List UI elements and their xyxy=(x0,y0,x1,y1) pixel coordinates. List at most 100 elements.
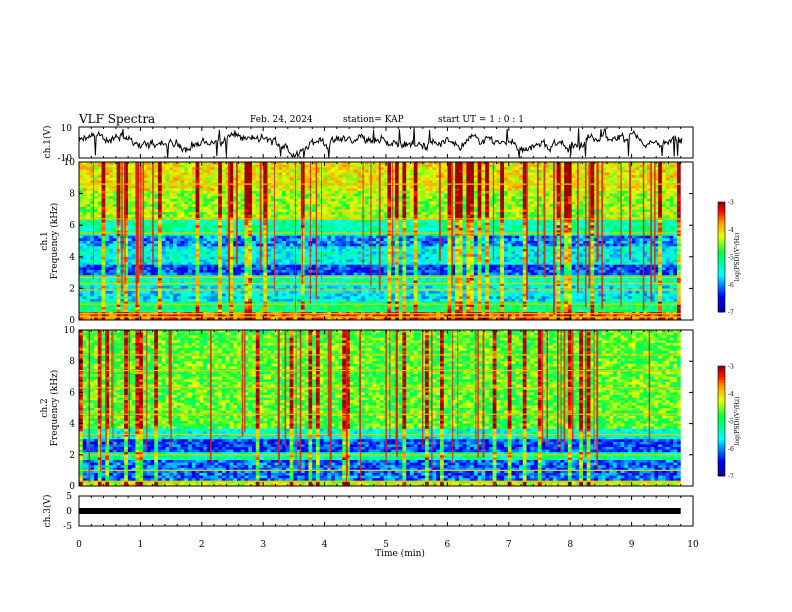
ch1-spec-cell xyxy=(229,188,233,191)
ch1-spec-cell xyxy=(496,170,500,173)
ch1-spec-cell xyxy=(147,204,151,207)
ch1-spec-cell xyxy=(590,207,594,210)
ch1-spec-cell xyxy=(147,178,151,181)
ch1-spec-cell xyxy=(365,175,369,178)
ch1-spec-cell xyxy=(466,196,470,199)
ch1-spec-cell xyxy=(218,167,222,170)
ch1-spec-cell xyxy=(207,167,211,170)
ch1-spec-cell xyxy=(79,180,83,183)
ch1-spec-cell xyxy=(105,194,109,197)
ch1-spec-cell xyxy=(410,194,414,197)
ch1-spec-cell xyxy=(214,180,218,183)
ch1-spec-cell xyxy=(166,173,170,176)
ch1-spec-cell xyxy=(433,170,437,173)
ch1-spec-cell xyxy=(481,191,485,194)
ch1-spec-cell xyxy=(83,178,87,181)
ch1-spec-cell xyxy=(327,191,331,194)
ch1-spec-cell xyxy=(354,196,358,199)
ch1-spec-cell xyxy=(677,167,681,170)
ch1-spec-cell xyxy=(248,180,252,183)
ch1-spec-cell xyxy=(154,170,158,173)
ch1-spec-cell xyxy=(636,199,640,202)
ch1-spec-cell xyxy=(463,207,467,210)
ch1-spec-cell xyxy=(485,180,489,183)
ch1-spec-cell xyxy=(384,196,388,199)
ch1-spec-cell xyxy=(218,194,222,197)
ch1-spec-cell xyxy=(102,199,106,202)
ch1-spec-cell xyxy=(83,170,87,173)
ch1-spec-cell xyxy=(244,194,248,197)
ch1-spec-cell xyxy=(549,173,553,176)
ch1-spec-cell xyxy=(530,199,534,202)
ch1-spec-cell xyxy=(79,202,83,205)
ch1-spec-cell xyxy=(485,196,489,199)
ch1-spec-cell xyxy=(282,165,286,168)
ch1-spec-cell xyxy=(147,170,151,173)
ch1-spec-cell xyxy=(384,175,388,178)
ch1-spec-cell xyxy=(113,196,117,199)
ch1-spec-cell xyxy=(241,173,245,176)
ch1-spec-cell xyxy=(357,165,361,168)
ch1-spec-cell xyxy=(354,207,358,210)
ch1-spec-cell xyxy=(519,186,523,189)
ch1-spec-cell xyxy=(579,180,583,183)
ch1-spec-cell xyxy=(331,207,335,210)
ch1-spec-cell xyxy=(282,204,286,207)
ch1-spec-cell xyxy=(666,175,670,178)
ch1-spec-cell xyxy=(372,186,376,189)
ch1-spec-cell xyxy=(335,194,339,197)
ch1-spec-cell xyxy=(410,186,414,189)
ch1-spec-cell xyxy=(162,175,166,178)
ch1-spec-cell xyxy=(346,167,350,170)
ch1-spec-cell xyxy=(459,207,463,210)
ch1-spec-cell xyxy=(282,186,286,189)
ch1-spec-cell xyxy=(406,194,410,197)
ch1-spec-cell xyxy=(335,204,339,207)
ch1-spec-cell xyxy=(414,173,418,176)
ch1-spec-cell xyxy=(132,199,136,202)
ch1-spec-cell xyxy=(188,188,192,191)
ch1-spec-cell xyxy=(478,204,482,207)
ch1-spec-cell xyxy=(391,199,395,202)
ch1-spec-cell xyxy=(530,207,534,210)
ch1-spec-cell xyxy=(590,178,594,181)
ch1-spec-cell xyxy=(184,191,188,194)
ch1-spec-cell xyxy=(113,165,117,168)
ch1-spec-cell xyxy=(384,202,388,205)
ch1-spec-cell xyxy=(87,188,91,191)
ch1-spec-cell xyxy=(256,170,260,173)
ch1-spec-cell xyxy=(211,170,215,173)
ch1-spec-cell xyxy=(346,196,350,199)
ch1-spec-cell xyxy=(154,191,158,194)
ch1-spec-cell xyxy=(199,194,203,197)
ch1-spec-cell xyxy=(203,209,207,212)
ch1-spec-cell xyxy=(572,204,576,207)
ch1-spec-cell xyxy=(384,204,388,207)
ch1-spec-cell xyxy=(417,186,421,189)
ch1-spec-cell xyxy=(429,178,433,181)
ch1-spec-cell xyxy=(147,209,151,212)
ch1-spec-cell xyxy=(147,202,151,205)
ch1-spec-cell xyxy=(474,173,478,176)
ch1-spec-cell xyxy=(463,202,467,205)
ch1-spec-cell xyxy=(252,170,256,173)
ch1-spec-cell xyxy=(391,165,395,168)
ch1-spec-cell xyxy=(301,178,305,181)
ch1-spec-cell xyxy=(248,209,252,212)
ch1-spec-cell xyxy=(508,207,512,210)
ch1-spec-cell xyxy=(425,204,429,207)
ch1-spec-cell xyxy=(508,170,512,173)
ch1-spec-cell xyxy=(444,207,448,210)
ch1-spec-cell xyxy=(297,207,301,210)
ch1-spec-cell xyxy=(504,196,508,199)
ch1-spec-cell xyxy=(83,191,87,194)
ch1-spec-cell xyxy=(350,173,354,176)
ch1-spec-cell xyxy=(448,170,452,173)
ch1-spec-cell xyxy=(252,207,256,210)
ch1-spec-cell xyxy=(481,202,485,205)
ch1-spec-cell xyxy=(181,186,185,189)
ch1-spec-cell xyxy=(275,167,279,170)
ch1-spec-cell xyxy=(248,178,252,181)
ch1-spec-cell xyxy=(218,191,222,194)
ch1-spec-cell xyxy=(357,194,361,197)
